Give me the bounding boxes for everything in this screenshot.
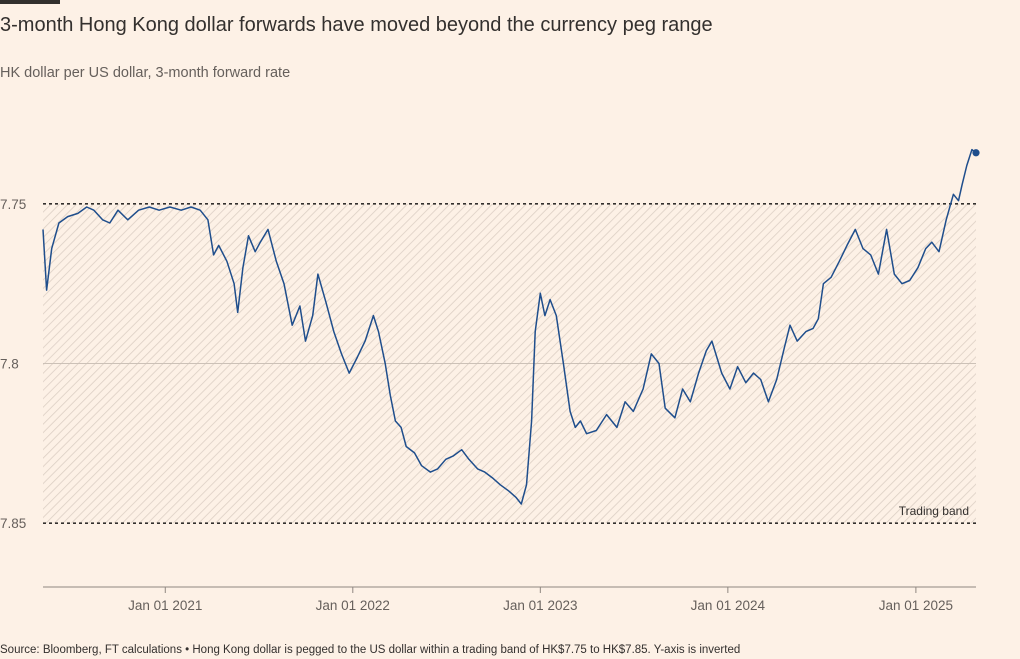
x-tick-label: Jan 01 2022 (316, 598, 390, 613)
trading-band-label: Trading band (899, 504, 969, 518)
x-tick-label: Jan 01 2023 (503, 598, 577, 613)
y-tick-label: 7.75 (0, 197, 26, 212)
series-line (42, 148, 977, 505)
grid-lines (43, 203, 976, 524)
source-note: Source: Bloomberg, FT calculations • Hon… (0, 644, 741, 656)
top-rule (0, 0, 60, 4)
series-end-marker (972, 149, 980, 157)
chart-subtitle: HK dollar per US dollar, 3-month forward… (0, 65, 291, 81)
x-tick-label: Jan 01 2021 (128, 598, 202, 613)
x-tick-label: Jan 01 2024 (691, 598, 766, 613)
chart-title: 3-month Hong Kong dollar forwards have m… (0, 14, 713, 36)
chart-svg: 7.75 7.8 7.85 Jan 01 2021 Jan 01 2022 Jan 01 … (0, 148, 980, 613)
y-tick-label: 7.8 (0, 357, 19, 372)
x-tick-label: Jan 01 2025 (879, 598, 953, 613)
y-tick-label: 7.85 (0, 516, 26, 531)
axes: 7.75 7.8 7.85 Jan 01 2021 Jan 01 2022 Jan 01 … (0, 197, 976, 613)
